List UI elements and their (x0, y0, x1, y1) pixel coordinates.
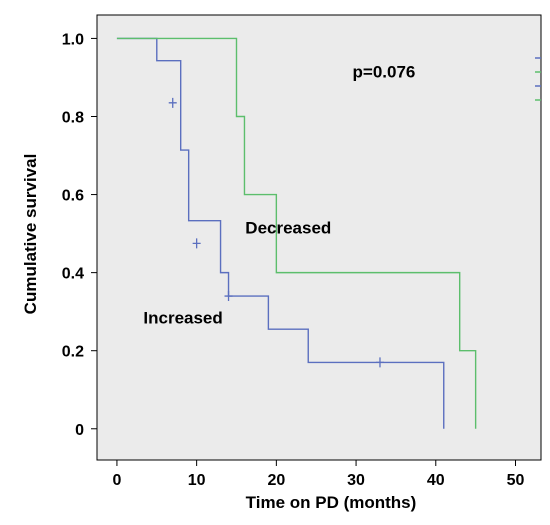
x-tick-label-4: 40 (427, 472, 445, 489)
censor-mark-increased-2 (224, 291, 233, 302)
x-tick-label-0: 0 (112, 472, 121, 489)
annotation-2: Increased (143, 308, 222, 327)
censor-mark-increased-1 (192, 238, 201, 249)
annotation-0: p=0.076 (353, 62, 416, 81)
annotation-1: Decreased (245, 219, 331, 238)
x-axis-title: Time on PD (months) (246, 493, 417, 512)
x-tick-label-5: 50 (507, 472, 525, 489)
x-tick-label-3: 30 (347, 472, 365, 489)
series-line-decreased (116, 37, 477, 429)
series-group (116, 37, 477, 429)
y-tick-label-3: 0.6 (62, 188, 84, 205)
series-line-increased (116, 37, 445, 429)
y-tick-label-4: 0.8 (62, 109, 84, 126)
plot-area (96, 14, 542, 461)
y-tick-label-0: 0 (75, 422, 84, 439)
y-tick-label-2: 0.4 (62, 266, 84, 283)
legend-stub (535, 57, 541, 101)
x-tick-label-1: 10 (188, 472, 206, 489)
axes: 0 10 20 30 40 50 0 0.2 0.4 0.6 0.8 1.0 (62, 31, 525, 489)
y-tick-label-1: 0.2 (62, 344, 84, 361)
y-axis-title: Cumulative survival (21, 154, 40, 315)
x-tick-label-2: 20 (267, 472, 285, 489)
annotations: p=0.076 Decreased Increased (143, 62, 415, 327)
censor-mark-increased-3 (375, 357, 384, 368)
censor-mark-increased-0 (168, 97, 177, 108)
y-tick-label-5: 1.0 (62, 31, 84, 48)
